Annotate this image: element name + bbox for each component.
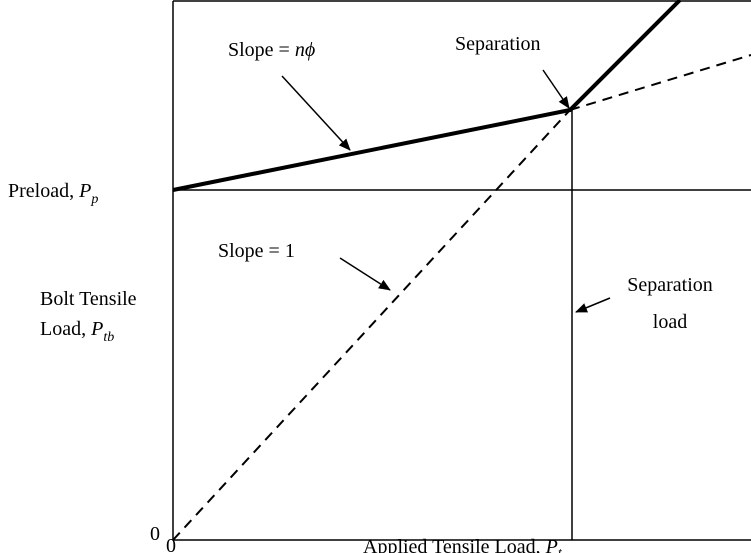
slope-one-line — [172, 109, 571, 541]
arrow — [281, 75, 351, 151]
extension-line — [569, 54, 751, 111]
x-axis-label: Applied Tensile Load, Pt — [363, 536, 563, 553]
slope-one-label: Slope = 1 — [218, 240, 295, 262]
arrow — [339, 257, 391, 291]
slope-label: Slope = nϕ — [228, 39, 315, 61]
separation-load-label: Separation — [627, 274, 713, 296]
bolt-load-label: Bolt Tensile — [40, 288, 137, 310]
bolt-load-line — [172, 0, 682, 192]
separation-load-label: load — [653, 311, 687, 333]
arrow — [542, 69, 570, 109]
separation-label: Separation — [455, 33, 541, 55]
arrow — [575, 297, 611, 313]
preload-label: Preload, Pp — [8, 180, 98, 207]
origin-y: 0 — [150, 523, 160, 545]
bolt-load-label: Load, Ptb — [40, 318, 114, 345]
origin-x: 0 — [166, 535, 176, 553]
